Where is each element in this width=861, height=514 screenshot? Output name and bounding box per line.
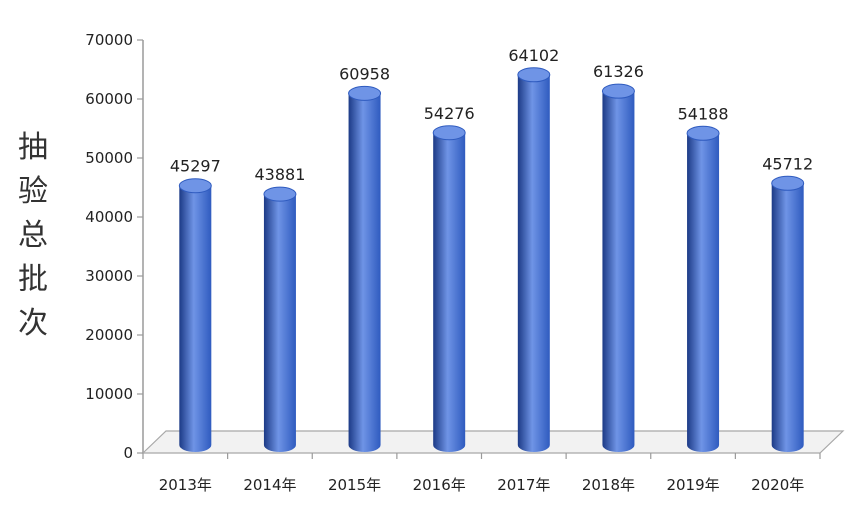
bar-cap <box>432 125 466 141</box>
x-tick-label: 2014年 <box>243 476 296 494</box>
bar <box>601 83 635 452</box>
y-tick-label: 50000 <box>85 149 133 167</box>
bar-body <box>602 91 635 452</box>
y-tick-label: 60000 <box>85 90 133 108</box>
data-labels: 45297 43881 60958 54276 64102 61326 54188 45712 <box>170 46 813 184</box>
bar-body <box>433 132 466 452</box>
bar-body <box>687 133 720 452</box>
x-tick-label: 2017年 <box>497 476 550 494</box>
data-label: 64102 <box>508 46 559 65</box>
x-tick-label: 2020年 <box>751 476 804 494</box>
x-tick-labels: 2013年 2014年 2015年 2016年 2017年 2018年 2019年 2020年 <box>142 453 821 494</box>
bar-cap <box>771 175 805 191</box>
y-axis-label-char: 次 <box>18 306 48 341</box>
data-label: 43881 <box>254 165 305 184</box>
y-axis-label-char: 批 <box>18 262 48 297</box>
bar <box>517 67 551 452</box>
x-tick-label: 2016年 <box>413 476 466 494</box>
y-axis-label-char: 抽 <box>18 130 48 165</box>
y-tick-label: 10000 <box>85 385 133 403</box>
bar-cap <box>348 85 382 101</box>
bar <box>771 175 805 452</box>
y-tick-label: 0 <box>123 444 133 462</box>
bar-cap <box>178 178 212 194</box>
bar-body <box>179 185 212 453</box>
data-label: 54276 <box>424 104 475 123</box>
bar-cap <box>686 125 720 141</box>
data-label: 60958 <box>339 64 390 83</box>
bar-body <box>348 93 381 452</box>
chart-floor <box>141 430 845 454</box>
data-label: 54188 <box>678 104 729 123</box>
y-tick-label: 40000 <box>85 208 133 226</box>
bar-cap <box>517 67 551 83</box>
axes <box>141 40 845 454</box>
bar-body <box>771 183 804 452</box>
bar <box>686 125 720 452</box>
y-tick-label: 30000 <box>85 267 133 285</box>
y-axis-label-char: 验 <box>18 174 48 209</box>
y-tick-label: 20000 <box>85 326 133 344</box>
bar-body <box>263 194 296 452</box>
x-tick-label: 2018年 <box>582 476 635 494</box>
bar <box>348 85 382 452</box>
x-tick-label: 2015年 <box>328 476 381 494</box>
data-label: 45712 <box>762 154 813 173</box>
x-tick-label: 2019年 <box>666 476 719 494</box>
bar <box>263 186 297 452</box>
bar <box>432 125 466 452</box>
bar-body <box>517 74 550 452</box>
y-tick-labels: 0 10000 20000 30000 40000 50000 60000 70000 <box>85 31 143 462</box>
bar-cap <box>263 186 297 202</box>
y-axis-label-char: 总 <box>18 218 48 253</box>
bar-cap <box>601 83 635 99</box>
data-label: 45297 <box>170 157 221 176</box>
x-tick-label: 2013年 <box>159 476 212 494</box>
bar <box>178 178 212 453</box>
bars <box>178 67 805 453</box>
data-label: 61326 <box>593 62 644 81</box>
y-tick-label: 70000 <box>85 31 133 49</box>
